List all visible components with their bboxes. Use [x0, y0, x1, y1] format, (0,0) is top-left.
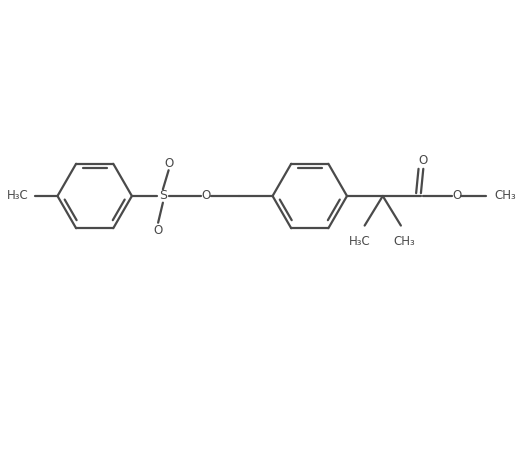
- Text: CH₃: CH₃: [494, 189, 516, 202]
- Text: H₃C: H₃C: [349, 235, 371, 248]
- Text: O: O: [419, 154, 428, 167]
- Text: CH₃: CH₃: [394, 235, 416, 248]
- Text: O: O: [452, 189, 461, 202]
- Text: O: O: [154, 224, 163, 237]
- Text: H₃C: H₃C: [7, 189, 29, 202]
- Text: O: O: [164, 157, 173, 170]
- Text: S: S: [159, 189, 167, 202]
- Text: O: O: [201, 189, 210, 202]
